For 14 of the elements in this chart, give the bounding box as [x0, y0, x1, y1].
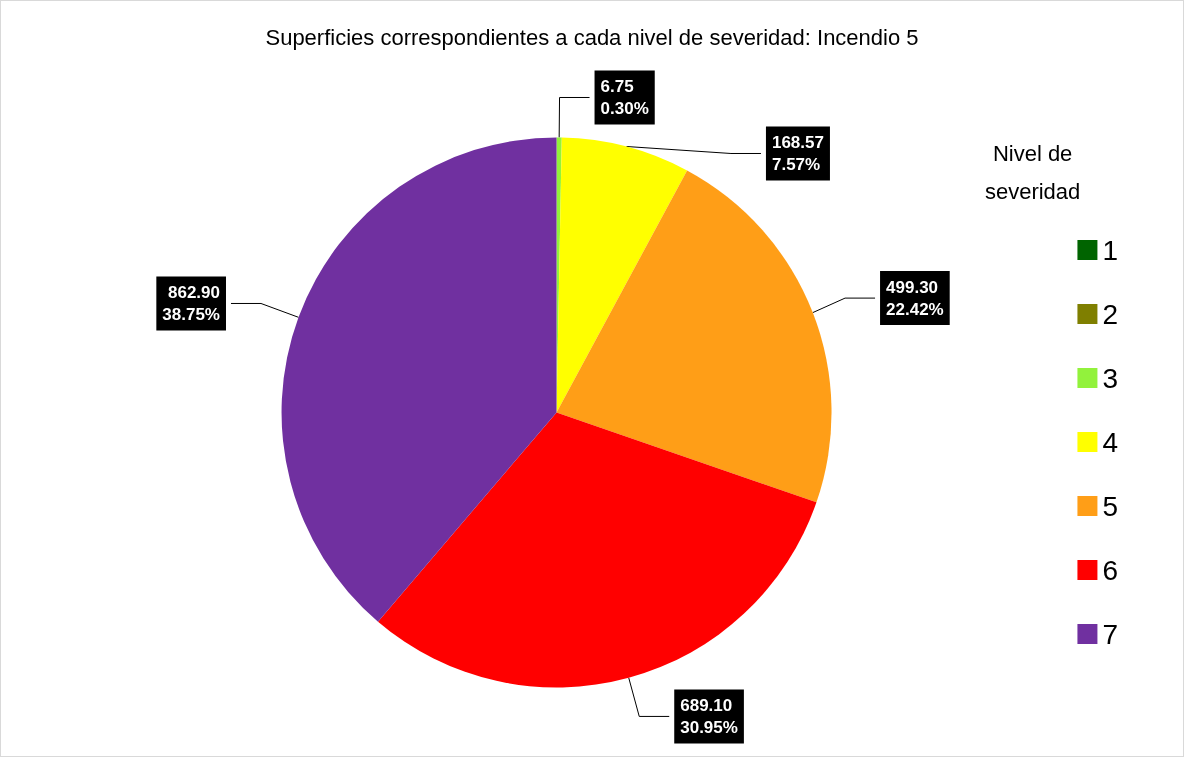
data-label: 689.10 30.95%: [680, 695, 738, 737]
data-label: 499.30 22.42%: [886, 277, 944, 319]
legend-label: 4: [1102, 426, 1119, 458]
legend-label: 1: [1102, 234, 1119, 266]
data-label: 168.57 7.57%: [771, 132, 824, 174]
data-label: 862.90 38.75%: [162, 282, 220, 324]
legend-label: 6: [1102, 554, 1119, 586]
legend-label: 3: [1102, 362, 1119, 394]
legend-label: 2: [1102, 298, 1119, 330]
data-label: 6.75 0.30%: [600, 76, 649, 118]
legend-label: 5: [1102, 490, 1119, 522]
legend-label: 7: [1102, 618, 1119, 650]
chart-title: Superficies correspondientes a cada nivel de severidad: Incendio 5: [265, 24, 919, 50]
legend-title: Nivel de severidad: [984, 140, 1081, 204]
